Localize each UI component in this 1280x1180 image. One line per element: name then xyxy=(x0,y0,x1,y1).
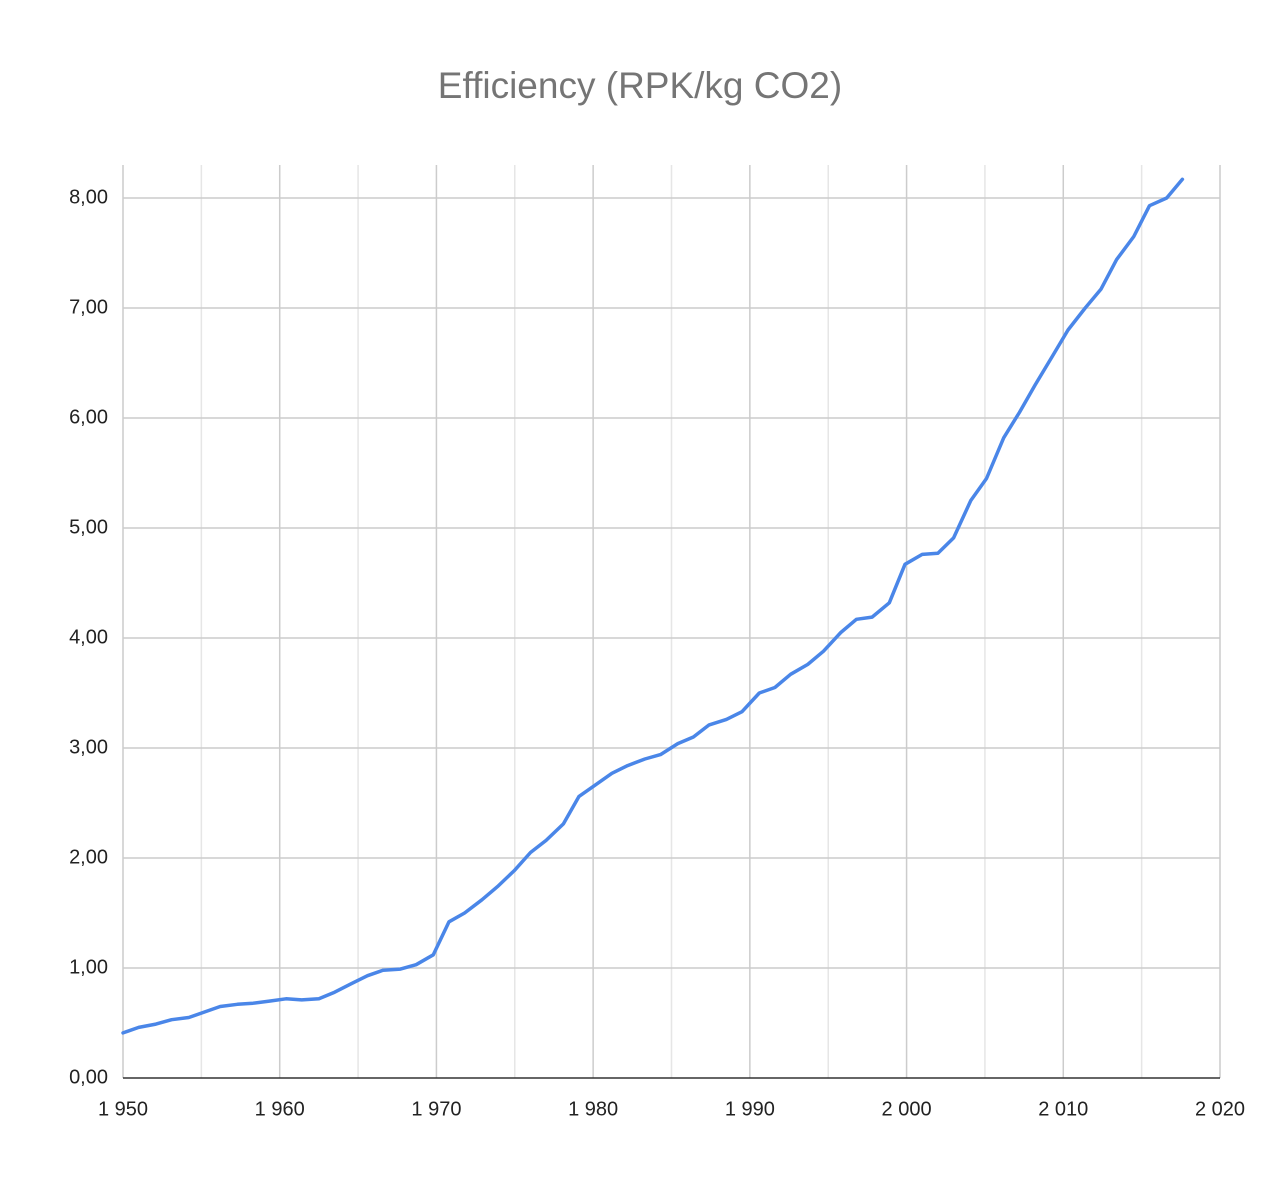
x-tick-label: 1 960 xyxy=(255,1098,305,1120)
x-tick-label: 1 980 xyxy=(568,1098,618,1120)
y-tick-label: 6,00 xyxy=(69,406,108,428)
data-line xyxy=(121,177,1185,1035)
y-tick-label: 0,00 xyxy=(69,1066,108,1088)
chart-title: Efficiency (RPK/kg CO2) xyxy=(438,65,842,106)
x-tick-label: 1 970 xyxy=(411,1098,461,1120)
y-tick-label: 2,00 xyxy=(69,846,108,868)
y-tick-label: 1,00 xyxy=(69,956,108,978)
x-tick-label: 2 020 xyxy=(1195,1098,1245,1120)
x-tick-label: 2 010 xyxy=(1038,1098,1088,1120)
y-tick-label: 7,00 xyxy=(69,296,108,318)
y-tick-label: 3,00 xyxy=(69,736,108,758)
x-tick-label: 1 950 xyxy=(98,1098,148,1120)
y-tick-label: 8,00 xyxy=(69,186,108,208)
x-tick-label: 1 990 xyxy=(725,1098,775,1120)
y-tick-label: 4,00 xyxy=(69,626,108,648)
x-tick-label: 2 000 xyxy=(882,1098,932,1120)
y-tick-label: 5,00 xyxy=(69,516,108,538)
